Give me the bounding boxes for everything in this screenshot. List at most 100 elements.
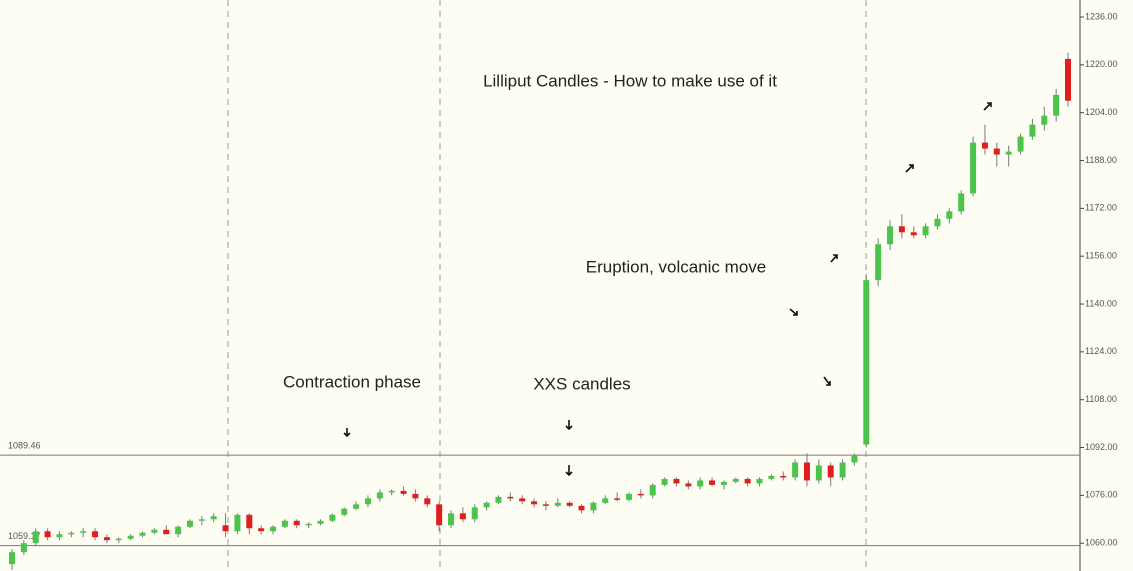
candle-body	[792, 462, 799, 478]
y-tick-label: 1172.00	[1085, 203, 1117, 213]
candle-body	[1065, 58, 1071, 101]
candle-body	[614, 498, 621, 500]
candle-body	[803, 462, 810, 481]
candle-body	[531, 501, 538, 505]
candle-body	[720, 481, 727, 485]
candle-body	[780, 475, 787, 478]
reference-label: 1059.17	[8, 531, 41, 541]
candle-body	[198, 519, 205, 521]
period-separators	[227, 0, 867, 571]
arrow	[565, 420, 573, 431]
candle-body	[246, 514, 253, 529]
candle-body	[388, 490, 395, 493]
candle-body	[661, 478, 668, 485]
arrow	[830, 254, 838, 263]
candle-body	[68, 532, 75, 535]
candle-body	[127, 535, 134, 539]
candle-body	[970, 142, 977, 194]
candle-body	[910, 232, 917, 236]
candle-body	[590, 502, 597, 511]
candle-body	[1053, 94, 1060, 116]
y-tick-label: 1092.00	[1085, 442, 1118, 452]
candle-body	[412, 493, 419, 499]
arrow	[823, 376, 831, 386]
candle-body	[139, 532, 146, 536]
candle-body	[898, 226, 905, 233]
candle-body	[175, 526, 182, 535]
y-tick-label: 1204.00	[1085, 107, 1118, 117]
annotation: Contraction phase	[283, 372, 421, 391]
candle-body	[222, 525, 229, 532]
candle-body	[234, 514, 241, 532]
candle-body	[305, 523, 312, 526]
candle-body	[20, 543, 27, 553]
candle-body	[756, 478, 763, 484]
candle-body	[637, 493, 644, 496]
candle-body	[922, 226, 929, 236]
candle-body	[1017, 136, 1024, 152]
candle-body	[768, 475, 775, 479]
arrows	[343, 102, 992, 477]
candle-body	[495, 496, 502, 503]
candle-body	[364, 498, 371, 505]
candle-body	[507, 496, 514, 499]
candle-body	[32, 531, 39, 544]
candle-body	[542, 504, 549, 506]
candle-body	[92, 531, 99, 538]
arrow	[565, 465, 573, 477]
candle-body	[471, 507, 478, 520]
candle-body	[293, 520, 300, 526]
candle-body	[376, 492, 383, 499]
candle-body	[163, 529, 170, 535]
candle-body	[946, 211, 953, 219]
arrow	[983, 102, 992, 111]
candle-body	[602, 498, 609, 503]
y-tick-label: 1124.00	[1085, 346, 1117, 356]
candle-body	[400, 490, 407, 494]
candle-body	[839, 462, 846, 478]
arrow	[789, 308, 798, 316]
candle-body	[827, 465, 834, 478]
candle-body	[578, 505, 585, 511]
candle-body	[353, 504, 360, 509]
candle-body	[317, 520, 324, 524]
candle-body	[958, 193, 965, 212]
arrow	[343, 428, 351, 438]
candle-body	[424, 498, 431, 505]
candle-body	[685, 483, 692, 487]
y-tick-label: 1140.00	[1085, 298, 1117, 308]
candle-body	[815, 465, 822, 481]
candle-body	[329, 514, 336, 521]
candle-body	[210, 516, 217, 520]
annotation: Eruption, volcanic move	[586, 257, 766, 276]
candle-body	[863, 280, 870, 445]
candle-body	[115, 538, 122, 541]
candle-body	[993, 148, 1000, 155]
candle-body	[934, 218, 941, 227]
candle-body	[554, 502, 561, 506]
reference-label: 1089.46	[8, 441, 41, 451]
y-tick-label: 1236.00	[1085, 11, 1118, 21]
candle-body	[732, 478, 739, 482]
candle-body	[1041, 115, 1048, 125]
candle-body	[80, 531, 87, 533]
chart-title: Lilliput Candles - How to make use of it	[483, 71, 777, 90]
candle-body	[483, 502, 490, 508]
candle-body	[673, 478, 680, 484]
marks: 1236.00 1220.00 1204.00 1188.00 1172.00 1156.…	[0, 11, 1118, 571]
candle-body	[103, 537, 110, 541]
y-tick-label: 1060.00	[1085, 538, 1118, 548]
candle-body	[186, 520, 193, 527]
candle-body	[709, 480, 716, 485]
candle-body	[744, 478, 751, 484]
candle-body	[875, 244, 882, 281]
candle-body	[44, 531, 51, 538]
candle-body	[56, 534, 63, 538]
y-tick-label: 1188.00	[1085, 155, 1117, 165]
annotation: XXS candles	[533, 374, 630, 393]
candle-body	[9, 552, 15, 565]
candle-body	[270, 526, 277, 532]
